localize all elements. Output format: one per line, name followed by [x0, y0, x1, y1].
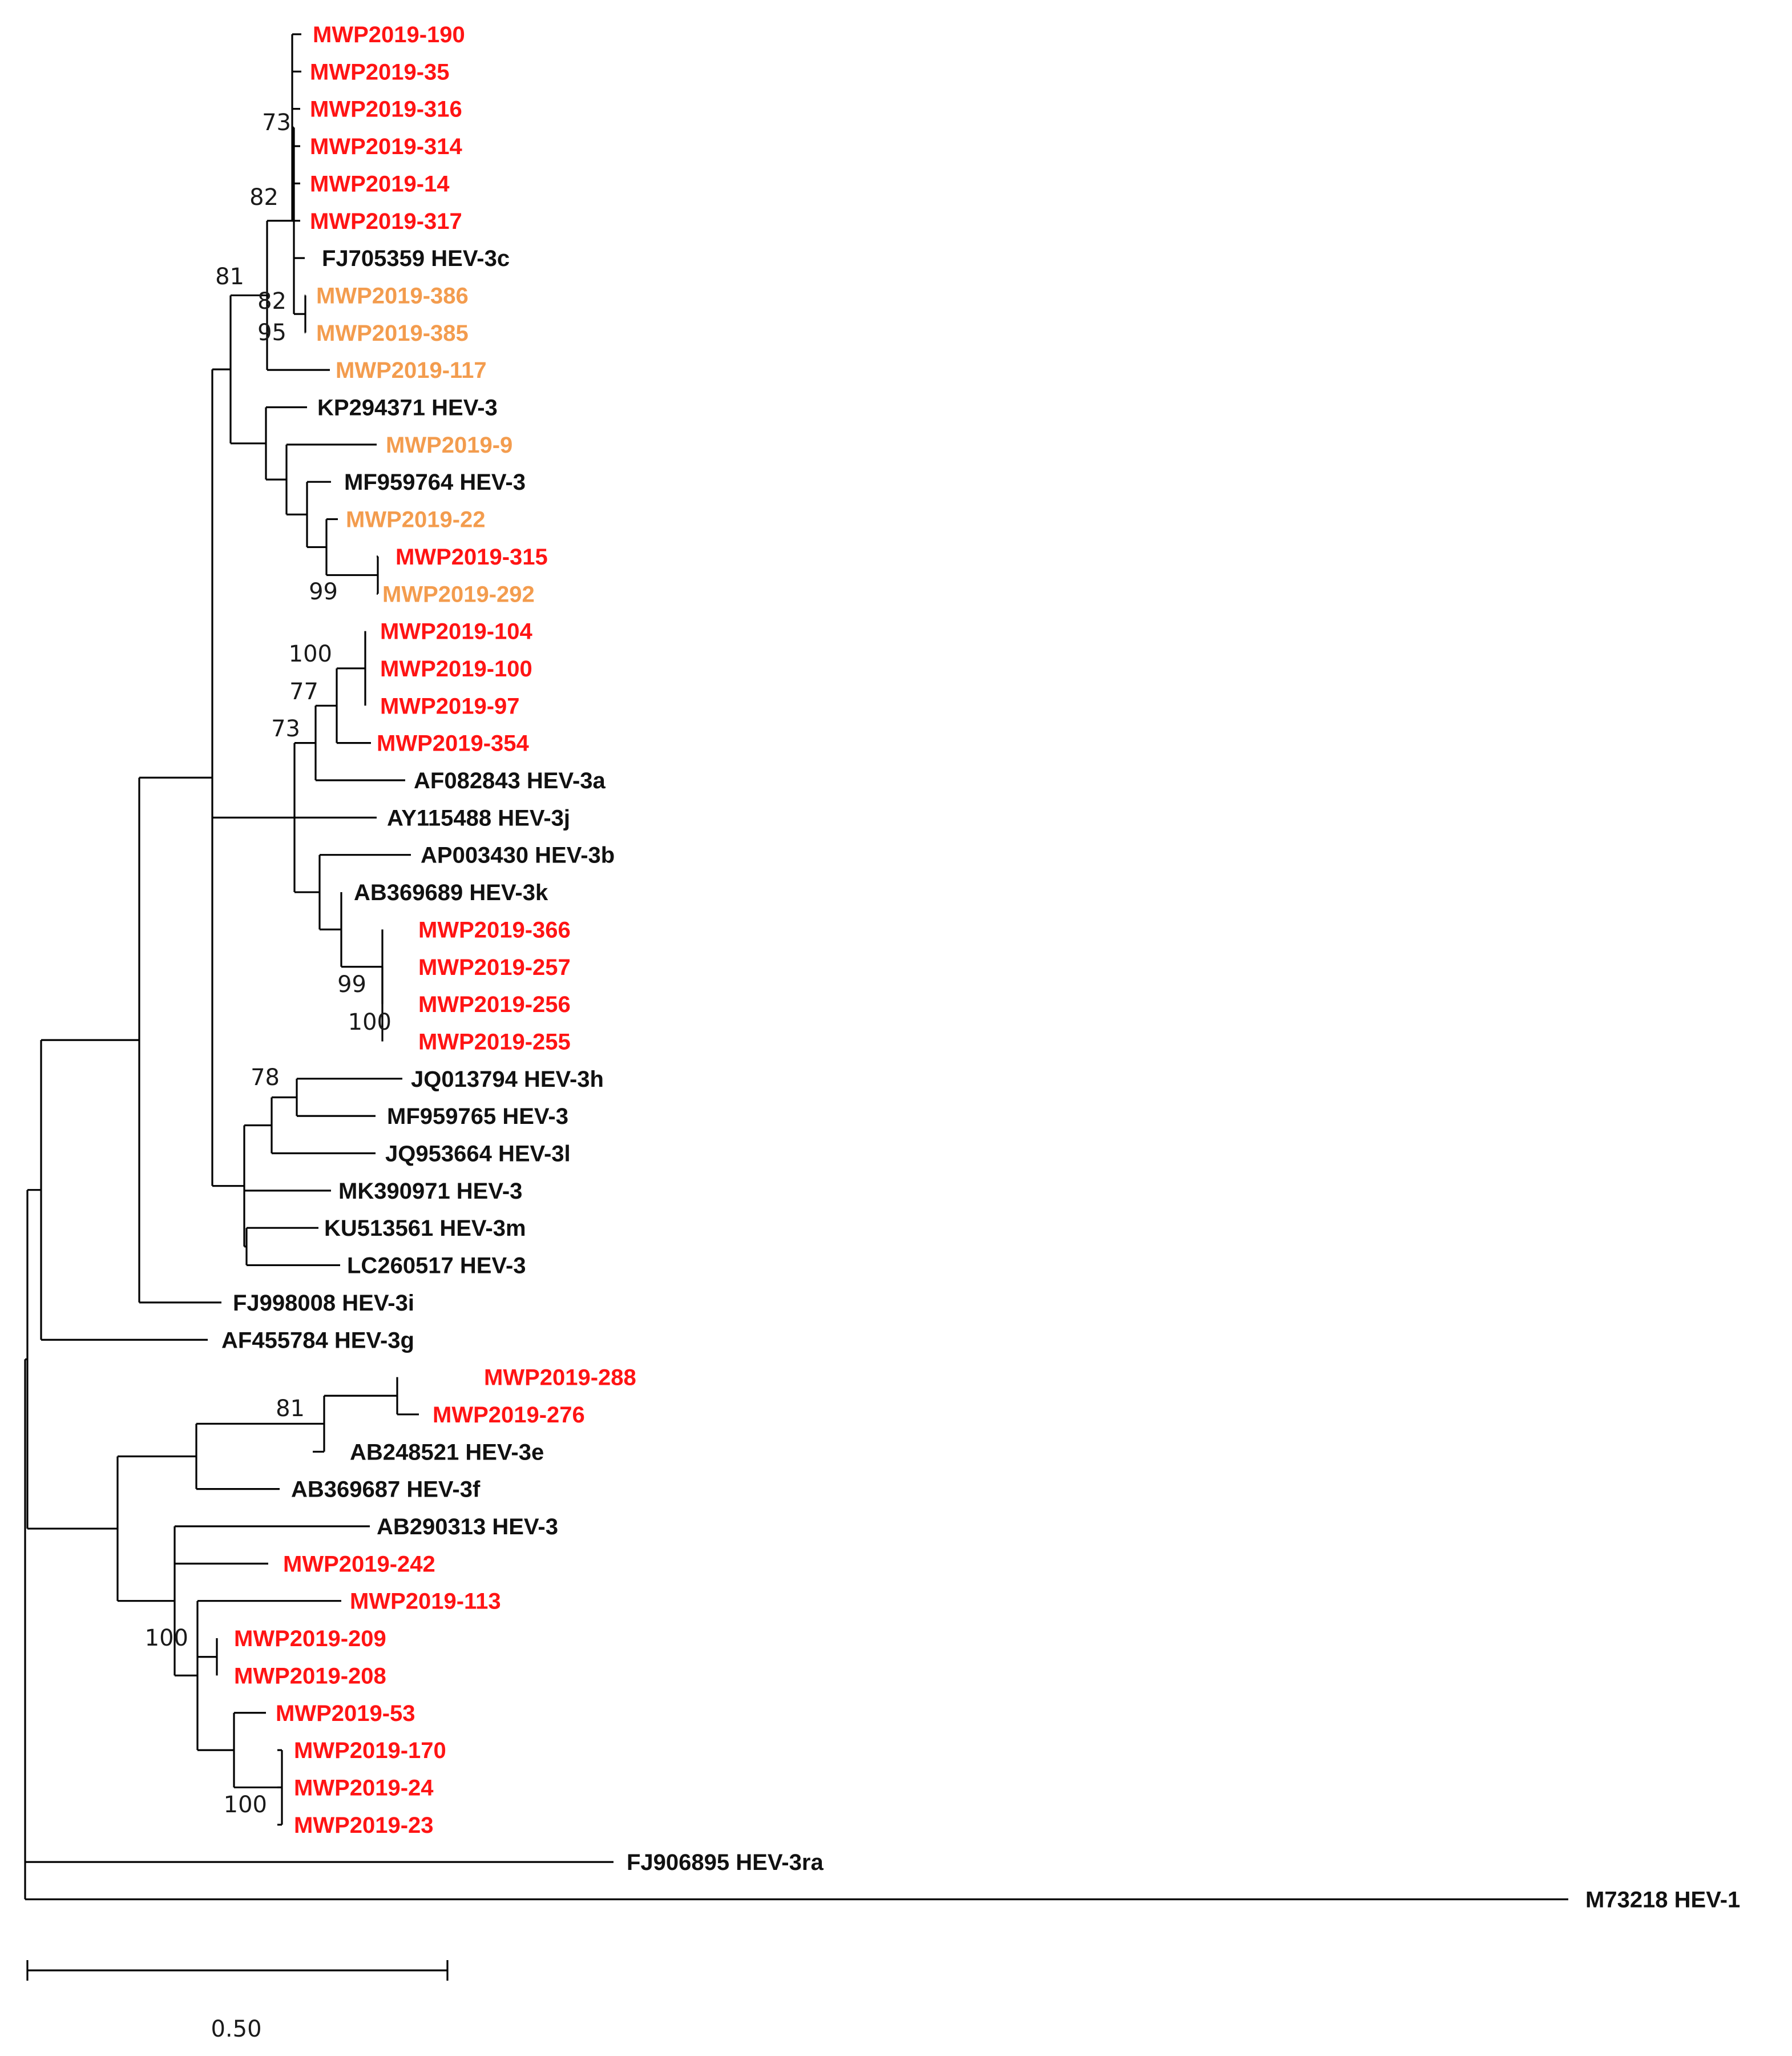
bootstrap-value: 99 [337, 971, 366, 998]
leaf-label: MWP2019-100 [380, 656, 532, 682]
leaf-label: MWP2019-315 [395, 545, 548, 570]
bootstrap-value: 100 [224, 1792, 267, 1818]
leaf-label: MF959765 HEV-3 [387, 1104, 568, 1129]
leaf-label: KP294371 HEV-3 [317, 396, 498, 421]
bootstrap-value: 100 [289, 641, 332, 667]
leaf-label: KU513561 HEV-3m [324, 1216, 526, 1241]
bootstrap-value: 95 [257, 320, 286, 346]
leaf-label: MWP2019-190 [313, 22, 465, 47]
leaf-label: MWP2019-242 [283, 1551, 435, 1577]
bootstrap-values: 73 82 81 82 95 99 100 77 73 99 100 78 81 100 100 [145, 110, 392, 1818]
leaf-label: MWP2019-97 [380, 694, 520, 719]
leaf-labels: MWP2019-190 MWP2019-35 MWP2019-316 MWP2019-… [221, 22, 1740, 1913]
scale-bar: 0.50 [26, 1960, 449, 2042]
bootstrap-value: 82 [257, 288, 286, 315]
bootstrap-value: 99 [309, 579, 338, 605]
leaf-label: MWP2019-316 [310, 97, 462, 122]
leaf-label: JQ953664 HEV-3l [385, 1142, 571, 1167]
leaf-label: AF455784 HEV-3g [221, 1328, 414, 1353]
leaf-label: MWP2019-208 [234, 1663, 386, 1688]
leaf-label: MWP2019-117 [336, 358, 487, 383]
leaf-label: MWP2019-276 [433, 1402, 585, 1428]
leaf-label: MWP2019-9 [386, 433, 512, 458]
bootstrap-value: 78 [251, 1065, 280, 1091]
leaf-label: MWP2019-35 [310, 59, 450, 84]
tree-branches [24, 33, 1568, 1901]
bootstrap-value: 100 [145, 1625, 188, 1651]
leaf-label: MWP2019-170 [294, 1738, 446, 1763]
leaf-label: AB369687 HEV-3f [291, 1477, 481, 1502]
leaf-label: MWP2019-317 [310, 209, 462, 234]
leaf-label: MWP2019-113 [350, 1589, 501, 1614]
leaf-label: MWP2019-209 [234, 1626, 386, 1651]
leaf-label: MWP2019-288 [484, 1365, 636, 1390]
leaf-label: MWP2019-314 [310, 134, 463, 159]
leaf-label: FJ998008 HEV-3i [233, 1291, 414, 1316]
leaf-label: MWP2019-256 [418, 992, 571, 1017]
leaf-label: MK390971 HEV-3 [338, 1179, 522, 1204]
leaf-label: MF959764 HEV-3 [344, 470, 526, 495]
leaf-label: MWP2019-23 [294, 1813, 434, 1838]
leaf-label: MWP2019-104 [380, 619, 533, 644]
leaf-label: AB290313 HEV-3 [377, 1514, 558, 1539]
leaf-label: FJ705359 HEV-3c [322, 246, 510, 271]
bootstrap-value: 100 [348, 1009, 392, 1035]
leaf-label: MWP2019-354 [377, 731, 530, 756]
leaf-label: MWP2019-22 [346, 507, 486, 533]
bootstrap-value: 81 [276, 1396, 305, 1422]
leaf-label: AP003430 HEV-3b [421, 843, 615, 868]
leaf-label: MWP2019-386 [316, 283, 469, 308]
leaf-label: AY115488 HEV-3j [387, 805, 570, 831]
bootstrap-value: 81 [215, 264, 244, 290]
leaf-label: MWP2019-255 [418, 1029, 571, 1054]
leaf-label: MWP2019-257 [418, 955, 571, 980]
scale-bar-label: 0.50 [211, 2016, 261, 2042]
leaf-label: MWP2019-14 [310, 171, 450, 196]
bootstrap-value: 73 [271, 716, 300, 742]
leaf-label: AF082843 HEV-3a [414, 768, 606, 793]
leaf-label: AB248521 HEV-3e [350, 1440, 544, 1465]
bootstrap-value: 82 [249, 184, 279, 211]
leaf-label: M73218 HEV-1 [1585, 1888, 1740, 1913]
leaf-label: FJ906895 HEV-3ra [627, 1850, 824, 1875]
leaf-label: MWP2019-24 [294, 1775, 434, 1800]
leaf-label: MWP2019-385 [316, 321, 469, 346]
leaf-label: MWP2019-53 [276, 1701, 415, 1726]
leaf-label: MWP2019-366 [418, 917, 571, 942]
leaf-label: LC260517 HEV-3 [347, 1253, 526, 1279]
bootstrap-value: 77 [289, 679, 318, 705]
leaf-label: AB369689 HEV-3k [354, 880, 548, 905]
leaf-label: JQ013794 HEV-3h [411, 1067, 604, 1092]
bootstrap-value: 73 [262, 110, 291, 136]
leaf-label: MWP2019-292 [382, 582, 535, 607]
